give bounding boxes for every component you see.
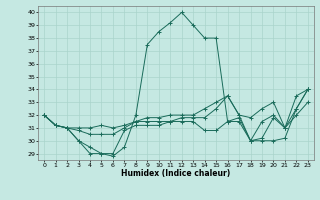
X-axis label: Humidex (Indice chaleur): Humidex (Indice chaleur) [121, 169, 231, 178]
